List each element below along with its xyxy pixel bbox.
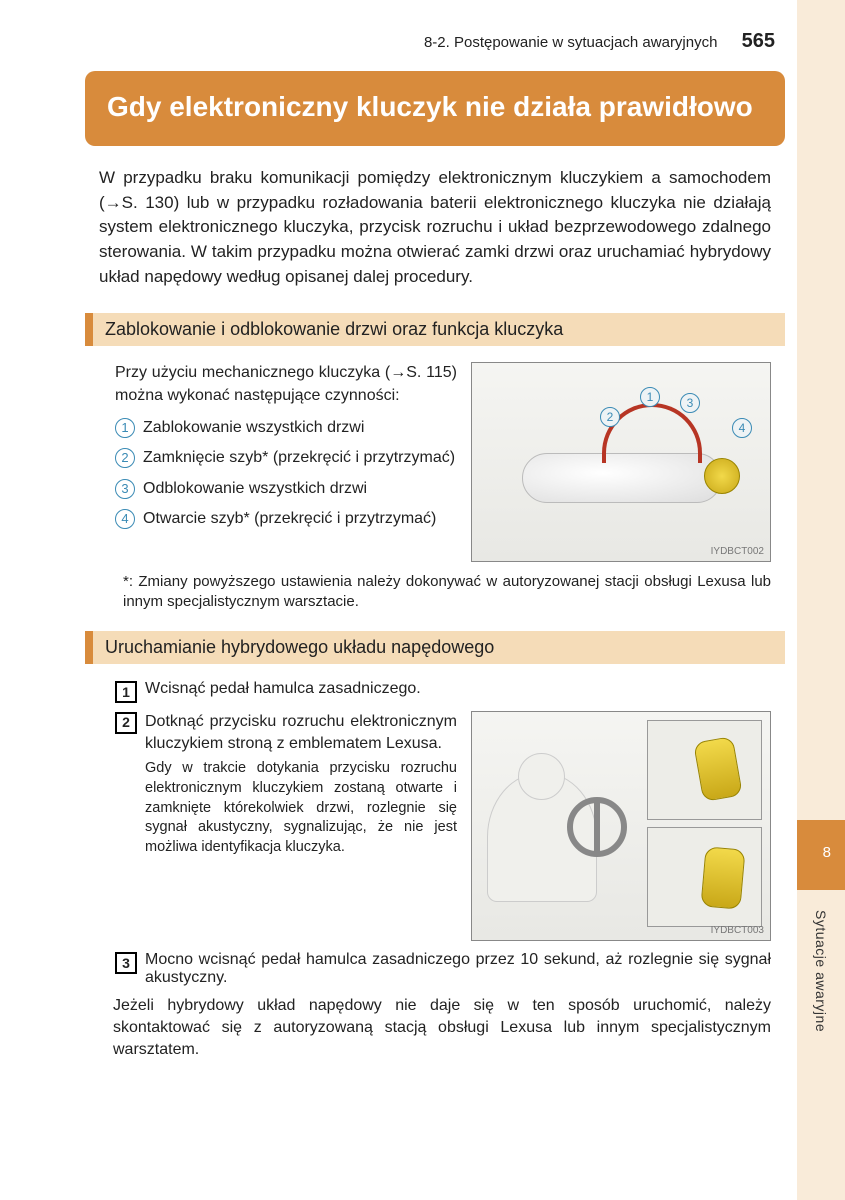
section2-text: 2 Dotknąć przycisku rozruchu elektronicz… <box>115 711 457 941</box>
list-item-text: Odblokowanie wszystkich drzwi <box>143 478 367 500</box>
callout-3: 3 <box>680 393 700 413</box>
circle-3-icon: 3 <box>115 479 135 499</box>
section1-list: 1 Zablokowanie wszystkich drzwi 2 Zamknięc… <box>115 417 457 531</box>
section1-intro: Przy użyciu mechanicznego kluczyka (→S. … <box>115 362 457 407</box>
step-subnote: Gdy w trakcie dotykania przycisku rozruc… <box>145 759 457 857</box>
list-item: 3 Mocno wcisnąć pedał hamulca zasadnicze… <box>115 951 771 987</box>
list-item-text: Zamknięcie szyb* (przekręcić i przytrzym… <box>143 447 455 469</box>
steering-wheel-icon <box>567 797 627 857</box>
section2-step3: 3 Mocno wcisnąć pedał hamulca zasadnicze… <box>115 951 771 987</box>
list-item-text: Zablokowanie wszystkich drzwi <box>143 417 364 439</box>
list-item: 1 Wcisnąć pedał hamulca zasadniczego. <box>115 680 771 703</box>
keyfob-icon <box>693 736 743 802</box>
page-number: 565 <box>742 30 775 52</box>
inset-top <box>647 720 762 820</box>
section2-body: 2 Dotknąć przycisku rozruchu elektronicz… <box>115 711 771 941</box>
box-3-icon: 3 <box>115 952 137 974</box>
keyhole-icon <box>704 458 740 494</box>
list-item: 4 Otwarcie szyb* (przekręcić i przytrzyma… <box>115 508 457 530</box>
intro-text: W przypadku braku komunikacji pomiędzy e… <box>99 166 771 289</box>
figure-label: IYDBCT002 <box>711 546 764 557</box>
section1-text: Przy użyciu mechanicznego kluczyka (→S. … <box>115 362 457 562</box>
section2-closing: Jeżeli hybrydowy układ napędowy nie daje… <box>113 995 771 1062</box>
section1-heading: Zablokowanie i odblokowanie drzwi oraz f… <box>85 313 785 346</box>
running-header: 8-2. Postępowanie w sytuacjach awaryjnyc… <box>85 30 785 53</box>
list-item: 2 Dotknąć przycisku rozruchu elektronicz… <box>115 711 457 858</box>
chapter-number: 8 <box>823 844 831 861</box>
door-handle-figure: 1 2 3 4 IYDBCT002 <box>471 362 771 562</box>
list-item: 2 Zamknięcie szyb* (przekręcić i przytrzy… <box>115 447 457 469</box>
list-item: 1 Zablokowanie wszystkich drzwi <box>115 417 457 439</box>
section1-body: Przy użyciu mechanicznego kluczyka (→S. … <box>115 362 771 562</box>
section1-footnote: *: Zmiany powyższego ustawienia należy d… <box>123 572 771 613</box>
inset-bottom <box>647 827 762 927</box>
page-content: 8-2. Postępowanie w sytuacjach awaryjnyc… <box>85 30 785 1062</box>
step2-content: Dotknąć przycisku rozruchu elektroniczny… <box>145 711 457 858</box>
step2-list: 2 Dotknąć przycisku rozruchu elektronicz… <box>115 711 457 858</box>
step-text: Dotknąć przycisku rozruchu elektroniczny… <box>145 711 457 756</box>
circle-1-icon: 1 <box>115 418 135 438</box>
side-tab-label: Sytuacje awaryjne <box>813 910 829 1032</box>
keyfob-icon <box>700 846 745 909</box>
section-header: 8-2. Postępowanie w sytuacjach awaryjnyc… <box>424 34 717 51</box>
page-title: Gdy elektroniczny kluczyk nie działa pra… <box>107 89 763 124</box>
driver-figure: IYDBCT003 <box>471 711 771 941</box>
section2-figure-col: IYDBCT003 <box>471 711 771 941</box>
section1-figure-col: 1 2 3 4 IYDBCT002 <box>471 362 771 562</box>
box-1-icon: 1 <box>115 681 137 703</box>
section2-heading: Uruchamianie hybrydowego układu napędowe… <box>85 631 785 664</box>
list-item-text: Otwarcie szyb* (przekręcić i przytrzymać… <box>143 508 436 530</box>
box-2-icon: 2 <box>115 712 137 734</box>
list-item: 3 Odblokowanie wszystkich drzwi <box>115 478 457 500</box>
side-accent <box>797 820 845 890</box>
figure-label: IYDBCT003 <box>711 925 764 936</box>
step-text: Mocno wcisnąć pedał hamulca zasadniczego… <box>145 951 771 987</box>
title-box: Gdy elektroniczny kluczyk nie działa pra… <box>85 71 785 146</box>
circle-4-icon: 4 <box>115 509 135 529</box>
callout-4: 4 <box>732 418 752 438</box>
section2-steps: 1 Wcisnąć pedał hamulca zasadniczego. <box>115 680 771 703</box>
step-text: Wcisnąć pedał hamulca zasadniczego. <box>145 680 421 698</box>
circle-2-icon: 2 <box>115 448 135 468</box>
